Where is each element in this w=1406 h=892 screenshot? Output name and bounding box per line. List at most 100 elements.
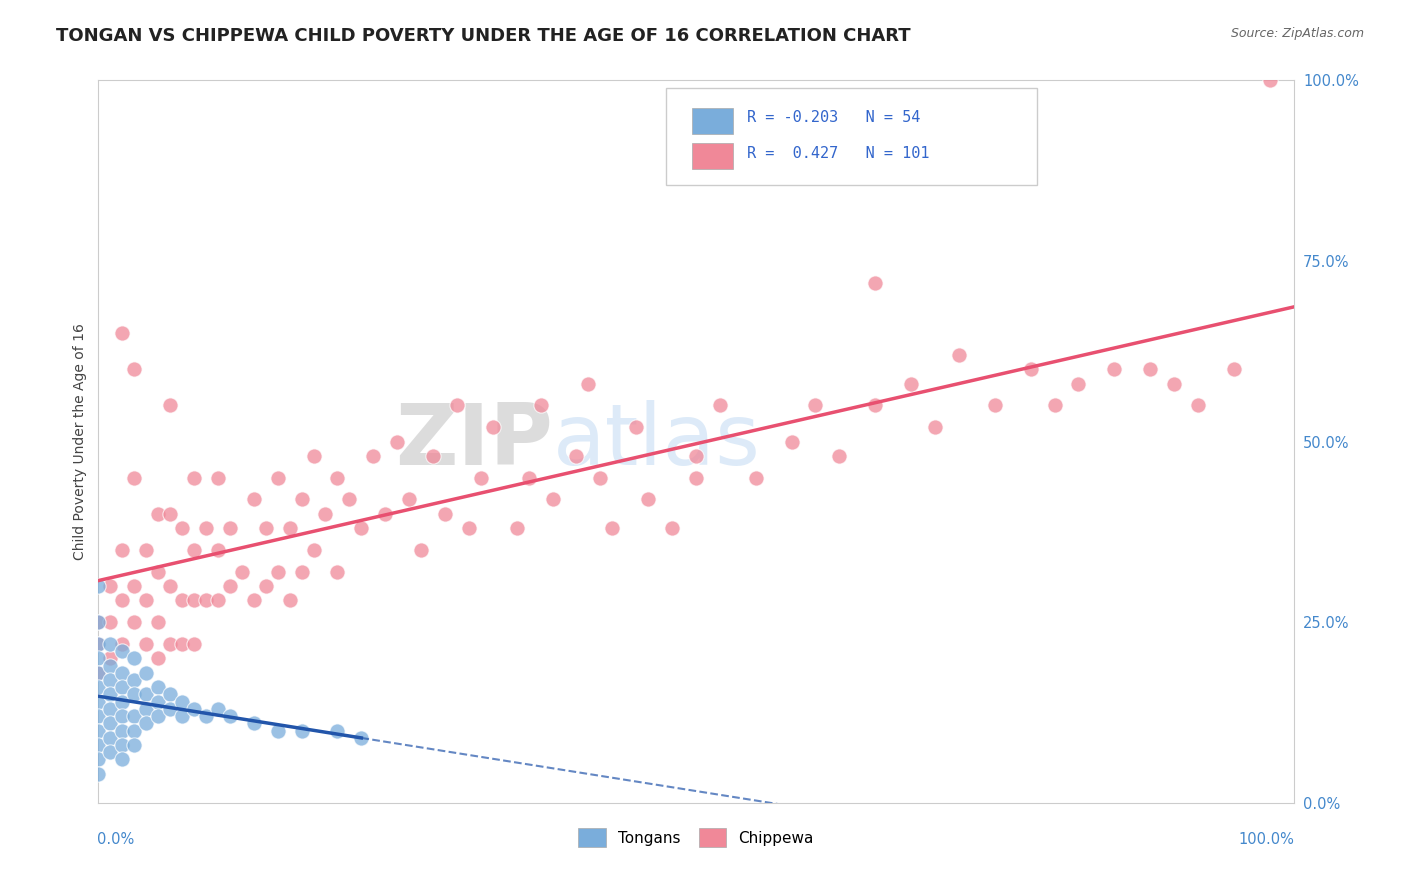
Point — [98, 637, 122, 651]
Point — [219, 709, 242, 723]
Point — [87, 709, 110, 723]
Point — [446, 398, 468, 412]
Point — [87, 723, 110, 738]
Point — [602, 521, 624, 535]
Y-axis label: Child Poverty Under the Age of 16: Child Poverty Under the Age of 16 — [73, 323, 87, 560]
Point — [124, 673, 146, 687]
Point — [278, 521, 301, 535]
Point — [865, 276, 887, 290]
Point — [291, 565, 314, 579]
Point — [124, 723, 146, 738]
Point — [124, 738, 146, 752]
Point — [159, 579, 181, 593]
Point — [111, 680, 134, 694]
Point — [984, 398, 1007, 412]
Point — [87, 752, 110, 766]
Point — [87, 680, 110, 694]
Point — [350, 521, 373, 535]
Point — [172, 593, 194, 607]
Point — [326, 565, 349, 579]
Point — [98, 673, 122, 687]
Point — [135, 665, 157, 680]
Point — [98, 731, 122, 745]
Point — [124, 687, 146, 701]
Point — [398, 492, 420, 507]
Point — [506, 521, 529, 535]
Point — [804, 398, 827, 412]
Point — [124, 615, 146, 630]
Point — [135, 716, 157, 731]
Point — [948, 348, 970, 362]
Point — [578, 376, 600, 391]
Point — [111, 637, 134, 651]
Point — [159, 687, 181, 701]
Point — [780, 434, 803, 449]
Point — [1019, 362, 1042, 376]
Text: Source: ZipAtlas.com: Source: ZipAtlas.com — [1230, 27, 1364, 40]
Point — [374, 507, 396, 521]
Point — [135, 687, 157, 701]
Point — [745, 470, 768, 484]
Point — [183, 702, 205, 716]
Point — [124, 470, 146, 484]
Point — [315, 507, 337, 521]
Point — [98, 651, 122, 665]
Point — [231, 565, 253, 579]
Point — [87, 665, 110, 680]
Point — [135, 593, 157, 607]
Point — [98, 615, 122, 630]
Point — [111, 752, 134, 766]
Point — [207, 702, 229, 716]
Point — [98, 658, 122, 673]
Point — [267, 723, 290, 738]
Legend: Tongans, Chippewa: Tongans, Chippewa — [572, 822, 820, 853]
Point — [98, 745, 122, 759]
FancyBboxPatch shape — [692, 143, 733, 169]
Point — [124, 709, 146, 723]
Point — [326, 723, 349, 738]
Point — [1139, 362, 1161, 376]
Point — [159, 702, 181, 716]
Point — [219, 579, 242, 593]
Point — [111, 723, 134, 738]
Point — [87, 651, 110, 665]
Point — [350, 731, 373, 745]
Point — [87, 738, 110, 752]
Point — [339, 492, 361, 507]
Point — [124, 362, 146, 376]
Point — [183, 593, 205, 607]
Point — [87, 637, 110, 651]
Point — [900, 376, 922, 391]
Point — [385, 434, 409, 449]
Point — [302, 449, 325, 463]
Point — [87, 579, 110, 593]
Point — [254, 579, 277, 593]
Text: R =  0.427   N = 101: R = 0.427 N = 101 — [748, 146, 929, 161]
Point — [135, 637, 157, 651]
Point — [626, 420, 648, 434]
Point — [124, 651, 146, 665]
Point — [98, 702, 122, 716]
Text: TONGAN VS CHIPPEWA CHILD POVERTY UNDER THE AGE OF 16 CORRELATION CHART: TONGAN VS CHIPPEWA CHILD POVERTY UNDER T… — [56, 27, 911, 45]
Point — [183, 470, 205, 484]
Point — [87, 615, 110, 630]
Point — [148, 565, 170, 579]
Point — [267, 470, 290, 484]
Point — [254, 521, 277, 535]
Point — [470, 470, 492, 484]
Point — [302, 542, 325, 557]
Point — [87, 637, 110, 651]
Text: ZIP: ZIP — [395, 400, 553, 483]
Point — [172, 709, 194, 723]
Point — [1187, 398, 1209, 412]
Point — [661, 521, 683, 535]
Point — [291, 492, 314, 507]
Point — [1223, 362, 1246, 376]
Point — [148, 680, 170, 694]
Point — [159, 507, 181, 521]
Point — [685, 470, 707, 484]
Point — [195, 709, 218, 723]
Point — [195, 521, 218, 535]
Point — [111, 709, 134, 723]
Point — [411, 542, 433, 557]
